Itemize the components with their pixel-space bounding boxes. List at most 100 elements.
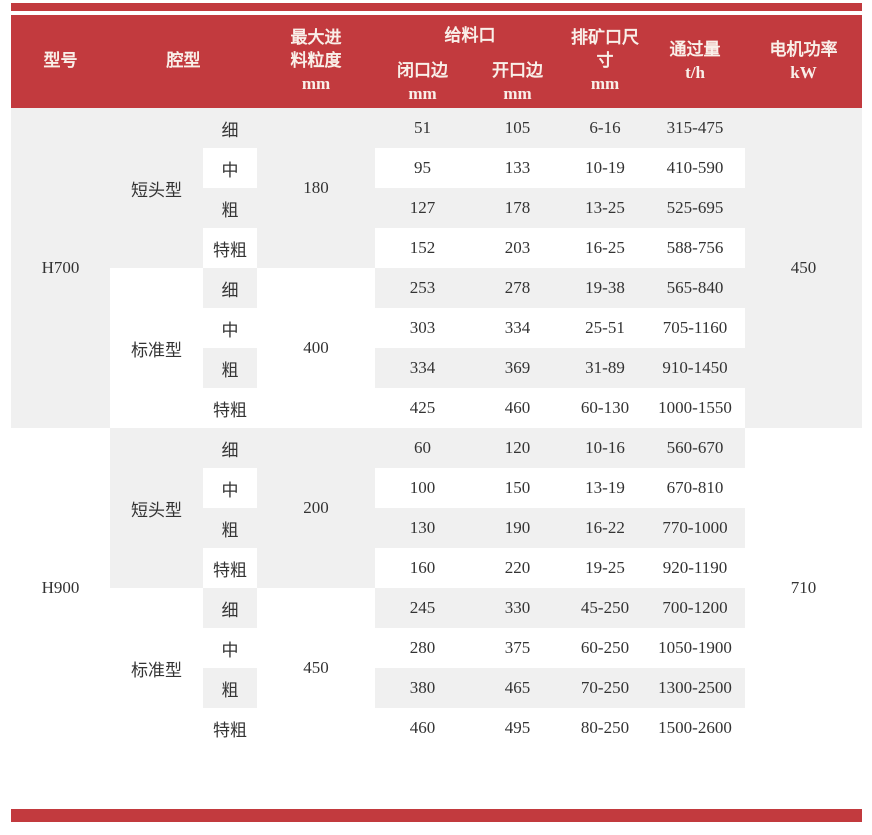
closed-side-cell: 127 (375, 188, 470, 228)
grade-cell: 中 (203, 148, 257, 188)
top-accent-bar (11, 3, 862, 11)
capacity-cell: 670-810 (645, 468, 745, 508)
col-header-capacity: 通过量 t/h (645, 15, 745, 108)
discharge-cell: 31-89 (565, 348, 645, 388)
table-row: 中 280 375 60-250 1050-1900 (11, 628, 862, 668)
grade-cell: 粗 (203, 188, 257, 228)
table-header: 型号 腔型 最大进 料粒度 mm 给料口 排矿口尺寸 mm 通过量 t/h 电机… (11, 15, 862, 108)
open-side-cell: 150 (470, 468, 565, 508)
table-row: 粗 380 465 70-250 1300-2500 (11, 668, 862, 708)
capacity-cell: 560-670 (645, 428, 745, 468)
closed-side-cell: 100 (375, 468, 470, 508)
col-header-feed-opening: 给料口 (375, 15, 565, 57)
table-row: 特粗 460 495 80-250 1500-2600 (11, 708, 862, 748)
crusher-spec-table: 型号 腔型 最大进 料粒度 mm 给料口 排矿口尺寸 mm 通过量 t/h 电机… (11, 15, 862, 748)
table-row: 粗 127 178 13-25 525-695 (11, 188, 862, 228)
closed-side-cell: 334 (375, 348, 470, 388)
motor-power-cell: 710 (745, 428, 862, 748)
open-side-cell: 220 (470, 548, 565, 588)
table-body: H700 短头型 细 180 51 105 6-16 315-475 450 中… (11, 108, 862, 748)
table-row: H900 短头型 细 200 60 120 10-16 560-670 710 (11, 428, 862, 748)
discharge-cell: 19-38 (565, 268, 645, 308)
max-feed-cell: 180 (257, 108, 375, 268)
open-side-cell: 330 (470, 588, 565, 628)
discharge-cell: 60-130 (565, 388, 645, 428)
grade-cell: 粗 (203, 668, 257, 708)
discharge-cell: 70-250 (565, 668, 645, 708)
grade-cell: 中 (203, 628, 257, 668)
grade-cell: 细 (203, 428, 257, 468)
closed-side-cell: 160 (375, 548, 470, 588)
closed-side-cell: 425 (375, 388, 470, 428)
header-row-2: 闭口边 mm 开口边 mm (11, 57, 862, 108)
closed-side-cell: 280 (375, 628, 470, 668)
open-side-cell: 460 (470, 388, 565, 428)
discharge-cell: 45-250 (565, 588, 645, 628)
open-side-cell: 369 (470, 348, 565, 388)
capacity-cell: 315-475 (645, 108, 745, 148)
col-header-open-side: 开口边 mm (470, 57, 565, 108)
col-header-model: 型号 (11, 15, 110, 108)
capacity-cell: 910-1450 (645, 348, 745, 388)
col-header-max-feed-size: 最大进 料粒度 mm (257, 15, 375, 108)
header-row-1: 型号 腔型 最大进 料粒度 mm 给料口 排矿口尺寸 mm 通过量 t/h 电机… (11, 15, 862, 108)
grade-cell: 粗 (203, 508, 257, 548)
table-row: 特粗 152 203 16-25 588-756 (11, 228, 862, 268)
open-side-cell: 105 (470, 108, 565, 148)
open-side-cell: 178 (470, 188, 565, 228)
closed-side-cell: 130 (375, 508, 470, 548)
capacity-cell: 705-1160 (645, 308, 745, 348)
table-row: 中 100 150 13-19 670-810 (11, 468, 862, 508)
grade-cell: 粗 (203, 348, 257, 388)
grade-cell: 中 (203, 468, 257, 508)
closed-side-cell: 380 (375, 668, 470, 708)
closed-side-cell: 253 (375, 268, 470, 308)
capacity-cell: 588-756 (645, 228, 745, 268)
table-row: 粗 334 369 31-89 910-1450 (11, 348, 862, 388)
col-header-motor-power: 电机功率 kW (745, 15, 862, 108)
open-side-cell: 375 (470, 628, 565, 668)
table-row: 中 303 334 25-51 705-1160 (11, 308, 862, 348)
closed-side-cell: 303 (375, 308, 470, 348)
open-side-cell: 278 (470, 268, 565, 308)
capacity-cell: 1050-1900 (645, 628, 745, 668)
table-row: 特粗 160 220 19-25 920-1190 (11, 548, 862, 588)
table-row: 标准型 细 450 245 330 45-250 700-1200 (11, 588, 862, 748)
open-side-cell: 465 (470, 668, 565, 708)
capacity-cell: 770-1000 (645, 508, 745, 548)
cavity-type-cell: 标准型 (110, 588, 203, 748)
discharge-cell: 6-16 (565, 108, 645, 148)
discharge-cell: 16-25 (565, 228, 645, 268)
grade-cell: 细 (203, 268, 257, 308)
discharge-cell: 13-19 (565, 468, 645, 508)
closed-side-cell: 60 (375, 428, 470, 468)
max-feed-cell: 200 (257, 428, 375, 588)
capacity-cell: 565-840 (645, 268, 745, 308)
open-side-cell: 203 (470, 228, 565, 268)
table-row: 特粗 425 460 60-130 1000-1550 (11, 388, 862, 428)
capacity-cell: 1000-1550 (645, 388, 745, 428)
cavity-type-cell: 短头型 (110, 108, 203, 268)
discharge-cell: 10-19 (565, 148, 645, 188)
capacity-cell: 1300-2500 (645, 668, 745, 708)
motor-power-cell: 450 (745, 108, 862, 428)
col-header-closed-side: 闭口边 mm (375, 57, 470, 108)
model-cell: H900 (11, 428, 110, 748)
closed-side-cell: 95 (375, 148, 470, 188)
max-feed-cell: 400 (257, 268, 375, 428)
bottom-accent-bar (11, 809, 862, 822)
capacity-cell: 700-1200 (645, 588, 745, 628)
grade-cell: 特粗 (203, 548, 257, 588)
open-side-cell: 133 (470, 148, 565, 188)
cavity-type-cell: 短头型 (110, 428, 203, 588)
table-row: H700 短头型 细 180 51 105 6-16 315-475 450 (11, 108, 862, 428)
discharge-cell: 19-25 (565, 548, 645, 588)
discharge-cell: 25-51 (565, 308, 645, 348)
grade-cell: 特粗 (203, 228, 257, 268)
discharge-cell: 80-250 (565, 708, 645, 748)
open-side-cell: 120 (470, 428, 565, 468)
open-side-cell: 190 (470, 508, 565, 548)
table-row: 中 95 133 10-19 410-590 (11, 148, 862, 188)
grade-cell: 细 (203, 588, 257, 628)
